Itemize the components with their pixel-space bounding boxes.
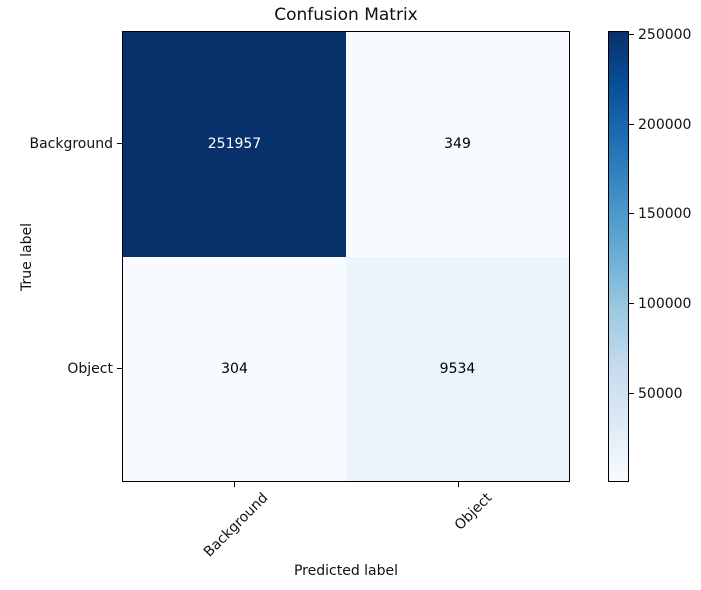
cell-true-object-pred-background: 304 [123, 256, 346, 481]
colorbar-tick-mark-250000 [629, 34, 634, 35]
colorbar-tick-label-200000: 200000 [638, 117, 692, 133]
colorbar-tick-label-150000: 150000 [638, 206, 692, 222]
y-tick-label-background: Background [29, 136, 113, 152]
cell-value: 349 [444, 136, 471, 153]
cell-true-background-pred-object: 349 [346, 32, 569, 257]
colorbar-tick-mark-50000 [629, 393, 634, 394]
y-tick-label-object: Object [67, 361, 113, 377]
cell-true-background-pred-background: 251957 [123, 32, 346, 257]
y-tick-mark-background [117, 143, 122, 144]
x-tick-mark-object [458, 482, 459, 487]
chart-title: Confusion Matrix [274, 5, 418, 25]
x-axis-label: Predicted label [293, 563, 399, 579]
heatmap-plot: 251957 349 304 9534 [122, 31, 570, 482]
cell-value: 304 [221, 360, 248, 377]
colorbar-tick-mark-150000 [629, 213, 634, 214]
cell-true-object-pred-object: 9534 [346, 256, 569, 481]
colorbar-tick-label-250000: 250000 [638, 27, 692, 43]
cell-value: 251957 [207, 136, 262, 153]
cell-value: 9534 [439, 360, 476, 377]
colorbar-tick-mark-100000 [629, 303, 634, 304]
colorbar-tick-label-50000: 50000 [638, 386, 683, 402]
colorbar-tick-mark-200000 [629, 124, 634, 125]
y-axis-label: True label [19, 222, 35, 292]
colorbar-tick-label-100000: 100000 [638, 296, 692, 312]
y-tick-mark-object [117, 368, 122, 369]
colorbar-gradient [608, 31, 629, 482]
x-tick-mark-background [234, 482, 235, 487]
